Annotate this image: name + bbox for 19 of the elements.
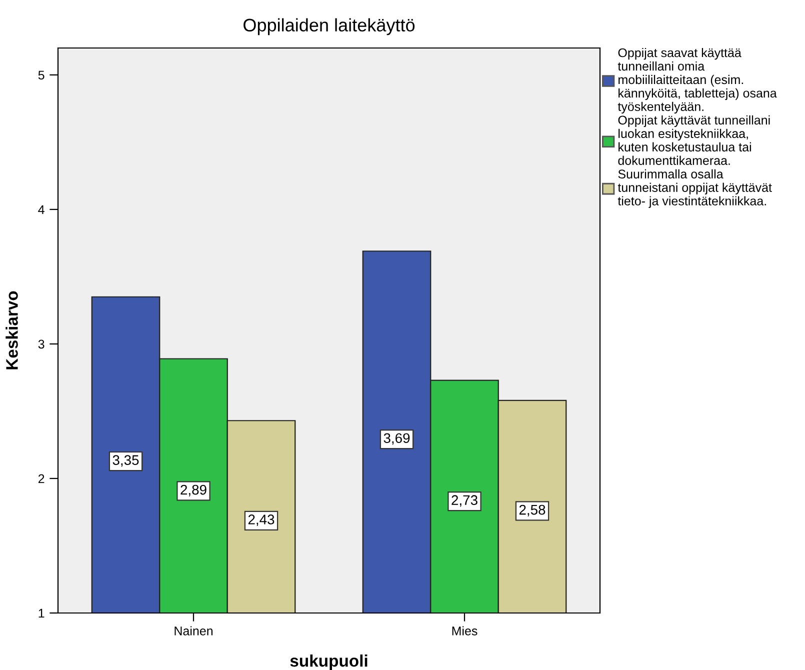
data-label: 3,69 (384, 433, 410, 445)
y-tick-label: 3 (38, 340, 44, 349)
data-label: 2,73 (452, 495, 478, 507)
data-label: 2,58 (519, 504, 546, 516)
y-tick-label: 1 (38, 608, 44, 618)
data-label: 2,43 (248, 514, 274, 526)
y-tick-label: 4 (38, 205, 44, 214)
y-axis-title: Keskiarvo (6, 291, 18, 370)
x-tick-label: Mies (452, 626, 478, 636)
y-tick-label: 5 (38, 70, 44, 80)
data-label: 3,35 (112, 455, 139, 467)
legend-label: Suurimmalla osalla tunneistani oppijat käyttävät tieto- ja viestintätekniikkaa. (618, 169, 772, 208)
data-label: 2,89 (180, 484, 206, 496)
legend-label: Oppijat käyttävät tunneillani luokan esitystekniikkaa, kuten kosketustaulua tai dokumenttikameraa. (618, 115, 770, 165)
x-tick-label: Nainen (174, 626, 212, 636)
chart-title: Oppilaiden laitekäyttö (244, 18, 415, 36)
x-axis-title: sukupuoli (290, 654, 368, 670)
y-tick-label: 2 (38, 474, 44, 484)
legend-label: Oppijat saavat käyttää tunneillani omia mobiililaitteitaan (esim. kännyköitä, tabletteja) osana työskentelyään. (618, 48, 777, 114)
